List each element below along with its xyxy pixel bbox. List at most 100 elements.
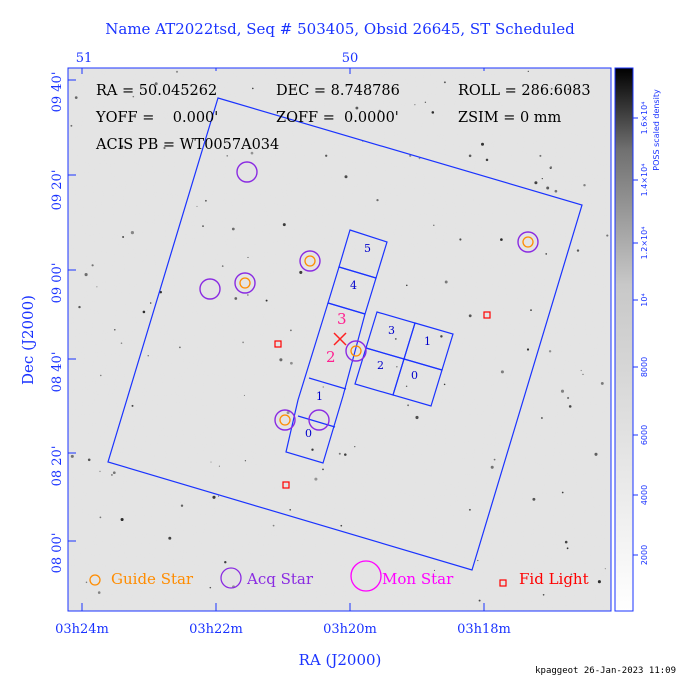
background-star	[224, 561, 227, 564]
background-star	[265, 299, 268, 302]
background-star	[325, 154, 328, 157]
background-star	[541, 178, 543, 180]
aca-field-outline	[107, 97, 583, 571]
chart-title: Name AT2022tsd, Seq # 503405, Obsid 2664…	[105, 20, 575, 38]
background-star	[550, 87, 553, 90]
guide-star	[522, 236, 534, 248]
ccd-s-edge-b	[285, 302, 366, 464]
background-star	[244, 460, 247, 462]
background-star	[440, 335, 443, 338]
colorbar-tick-label: 8000	[640, 357, 649, 377]
header-dec: DEC = 8.748786	[276, 83, 400, 99]
ccd-label-s0: 0	[305, 427, 312, 440]
fid-light	[282, 481, 290, 489]
background-star	[247, 294, 249, 296]
background-star	[100, 374, 102, 377]
background-star	[534, 181, 538, 185]
acq-star	[517, 231, 539, 253]
background-star	[180, 504, 184, 507]
background-star	[477, 559, 479, 562]
background-star	[122, 236, 125, 238]
background-star	[344, 175, 348, 179]
background-star	[96, 286, 98, 288]
ccd-label-5: 5	[364, 242, 371, 255]
background-star	[468, 314, 472, 318]
x-tick-label: 03h20m	[323, 622, 377, 637]
acis-ccd-array	[285, 229, 454, 464]
background-star	[443, 81, 446, 84]
background-star	[272, 524, 275, 527]
legend-acq-label: Acq Star	[246, 570, 314, 588]
acq-star	[199, 278, 221, 300]
y-tick-label: 08 40'	[50, 352, 65, 393]
background-star	[546, 186, 550, 190]
y-axis-label: Dec (J2000)	[19, 295, 37, 385]
background-star	[600, 381, 604, 385]
background-star	[526, 348, 530, 351]
background-star	[407, 404, 410, 407]
background-star	[478, 599, 481, 602]
background-star	[604, 568, 606, 570]
background-star	[221, 265, 224, 267]
background-star	[132, 95, 135, 98]
acq-star	[299, 250, 321, 272]
background-star	[121, 145, 124, 148]
colorbar-label: POSS scaled density	[652, 89, 661, 171]
background-star	[147, 355, 149, 357]
background-star	[70, 124, 73, 127]
bottom-axis	[81, 603, 485, 611]
ccd-s-div-b	[297, 415, 336, 428]
acq-star	[274, 409, 296, 431]
background-star	[468, 154, 472, 158]
acq-star	[236, 161, 258, 183]
background-star	[468, 508, 471, 511]
ccd-label-0: 0	[411, 369, 418, 382]
legend-acq-icon	[220, 567, 242, 589]
background-star	[433, 569, 436, 571]
y-tick-label: 09 00'	[50, 263, 65, 304]
background-star	[209, 586, 212, 589]
background-star	[168, 536, 172, 540]
background-star	[218, 495, 220, 497]
background-star	[542, 593, 545, 596]
top-tick-label: 50	[342, 51, 359, 66]
background-star	[212, 495, 216, 499]
background-star	[500, 238, 503, 241]
header-acis: ACIS PB = WT0057A034	[95, 137, 279, 153]
colorbar-tick-label: 1.4×10⁴	[640, 164, 649, 197]
background-star	[322, 386, 324, 388]
y-tick-label: 08 00'	[50, 533, 65, 574]
background-star	[545, 253, 548, 255]
background-star	[527, 70, 529, 73]
background-star	[74, 96, 78, 99]
background-star	[594, 452, 598, 456]
background-star	[106, 94, 109, 97]
background-star	[530, 309, 532, 311]
y-tick-label: 08 20'	[50, 446, 65, 487]
background-star	[378, 109, 382, 113]
background-star	[142, 310, 146, 314]
background-star	[290, 329, 292, 332]
background-star	[149, 302, 152, 304]
background-star	[576, 249, 580, 252]
background-star	[99, 516, 102, 519]
background-star	[566, 547, 569, 550]
background-star	[564, 540, 568, 544]
background-star	[120, 342, 123, 344]
header-yoff: YOFF = 0.000'	[95, 110, 218, 126]
background-star	[289, 509, 291, 511]
background-star	[87, 458, 91, 462]
background-star	[459, 238, 462, 241]
background-star	[154, 82, 158, 86]
background-star	[70, 454, 74, 458]
legend-guide-label: Guide Star	[111, 570, 194, 588]
background-star	[376, 198, 379, 202]
colorbar-tick-label: 2000	[640, 545, 649, 565]
background-star	[202, 225, 204, 227]
background-star	[560, 389, 565, 393]
background-star	[120, 517, 124, 522]
acq-star	[308, 409, 330, 431]
top-axis	[81, 68, 485, 74]
background-star	[433, 224, 435, 227]
background-star	[582, 373, 584, 376]
